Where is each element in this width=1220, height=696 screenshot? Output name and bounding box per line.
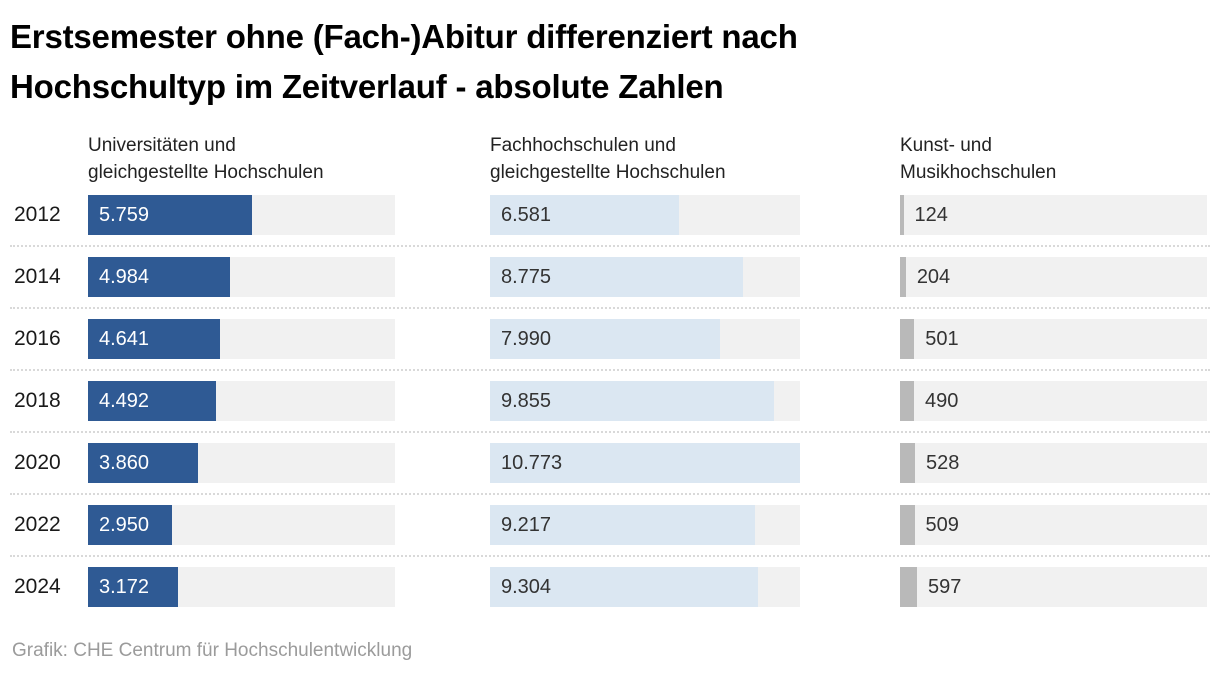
bar-track-universitaeten: 4.492	[88, 381, 395, 421]
bar-track-universitaeten: 2.950	[88, 505, 395, 545]
bar-value-label: 4.641	[99, 328, 150, 350]
column-headers: Universitäten und gleichgestellte Hochsc…	[0, 132, 1220, 186]
bar-value-label: 4.492	[99, 390, 150, 412]
bar-value-label: 8.775	[501, 266, 552, 288]
bar-universitaeten	[88, 443, 198, 483]
bar-value-label: 528	[926, 452, 960, 474]
bar-track-universitaeten: 3.172	[88, 567, 395, 607]
bar-fachhochschulen	[490, 505, 756, 545]
bar-value-label: 2.950	[99, 514, 150, 536]
bar-universitaeten	[88, 257, 231, 297]
bar-fachhochschulen	[490, 567, 758, 607]
bar-value-label: 501	[925, 328, 959, 350]
source-credit: Grafik: CHE Centrum für Hochschulentwick…	[12, 640, 413, 661]
row-separator	[10, 431, 1210, 433]
row-separator	[10, 555, 1210, 557]
bar-track-universitaeten: 4.641	[88, 319, 395, 359]
bar-track-kunst-musik: 124	[900, 195, 1207, 235]
bar-track-fachhochschulen: 10.773	[490, 443, 800, 483]
bar-fachhochschulen	[490, 381, 774, 421]
column-header-universitaeten: Universitäten und gleichgestellte Hochsc…	[88, 135, 324, 183]
row-year-label: 2012	[14, 203, 61, 226]
bar-value-label: 4.984	[99, 266, 150, 288]
bar-value-label: 10.773	[501, 452, 563, 474]
row-year-label: 2022	[14, 513, 61, 536]
bar-track-kunst-musik: 528	[900, 443, 1207, 483]
bar-universitaeten	[88, 319, 221, 359]
bar-track-fachhochschulen: 7.990	[490, 319, 800, 359]
bar-track-universitaeten: 5.759	[88, 195, 395, 235]
row-year-label: 2018	[14, 389, 61, 412]
column-header-fachhochschulen: Fachhochschulen und gleichgestellte Hoch…	[490, 135, 726, 183]
row-year-label: 2016	[14, 327, 61, 350]
bar-fachhochschulen	[490, 443, 800, 483]
row-separator	[10, 493, 1210, 495]
chart-rows: 2012 5.759 6.581 124 2014 4.984 8.775 204 2016 4.…	[0, 195, 1220, 607]
bar-kunst-musik	[900, 381, 914, 421]
bar-value-label: 597	[928, 576, 962, 598]
bar-value-label: 7.990	[501, 328, 552, 350]
bar-track-kunst-musik: 509	[900, 505, 1207, 545]
row-separator	[10, 245, 1210, 247]
bar-track-kunst-musik: 597	[900, 567, 1207, 607]
bar-universitaeten	[88, 195, 253, 235]
bar-value-label: 490	[924, 390, 959, 412]
bar-value-label: 3.860	[99, 452, 150, 474]
bar-track-kunst-musik: 490	[900, 381, 1207, 421]
bar-kunst-musik	[900, 567, 917, 607]
bar-kunst-musik	[900, 443, 916, 483]
bar-value-label: 509	[925, 514, 959, 536]
chart-page: Erstsemester ohne (Fach-)Abitur differen…	[0, 12, 1220, 696]
chart-row-2018: 2018 4.492 9.855 490	[0, 381, 1220, 421]
bar-value-label: 9.217	[501, 514, 552, 536]
bar-value-label: 124	[914, 204, 948, 226]
row-separator	[10, 307, 1210, 309]
bar-universitaeten	[88, 381, 216, 421]
bar-value-label: 9.855	[501, 390, 552, 412]
chart-row-2024: 2024 3.172 9.304 597	[0, 567, 1220, 607]
chart-row-2014: 2014 4.984 8.775 204	[0, 257, 1220, 297]
bar-track-fachhochschulen: 9.217	[490, 505, 800, 545]
bar-track-kunst-musik: 204	[900, 257, 1207, 297]
bar-track-fachhochschulen: 6.581	[490, 195, 800, 235]
row-year-label: 2020	[14, 451, 61, 474]
bar-kunst-musik	[900, 505, 915, 545]
bar-kunst-musik	[900, 257, 906, 297]
chart-row-2020: 2020 3.860 10.773 528	[0, 443, 1220, 483]
bar-track-fachhochschulen: 9.855	[490, 381, 800, 421]
row-year-label: 2014	[14, 265, 61, 288]
bar-track-fachhochschulen: 9.304	[490, 567, 800, 607]
bar-track-universitaeten: 3.860	[88, 443, 395, 483]
bar-value-label: 3.172	[99, 576, 150, 598]
column-header-kunst-musik: Kunst- und Musikhochschulen	[900, 135, 1057, 183]
chart-title: Erstsemester ohne (Fach-)Abitur differen…	[10, 18, 798, 105]
bar-value-label: 5.759	[99, 204, 150, 226]
bar-kunst-musik	[900, 319, 915, 359]
bar-value-label: 9.304	[501, 576, 552, 598]
bar-fachhochschulen	[490, 195, 680, 235]
bar-universitaeten	[88, 505, 173, 545]
bar-track-universitaeten: 4.984	[88, 257, 395, 297]
bar-universitaeten	[88, 567, 179, 607]
bar-track-fachhochschulen: 8.775	[490, 257, 800, 297]
bar-fachhochschulen	[490, 319, 720, 359]
row-separator	[10, 369, 1210, 371]
bar-value-label: 6.581	[501, 204, 552, 226]
bar-value-label: 204	[916, 266, 951, 288]
chart-row-2022: 2022 2.950 9.217 509	[0, 505, 1220, 545]
chart-row-2012: 2012 5.759 6.581 124	[0, 195, 1220, 235]
bar-fachhochschulen	[490, 257, 743, 297]
row-year-label: 2024	[14, 575, 61, 598]
bar-track-kunst-musik: 501	[900, 319, 1207, 359]
bar-kunst-musik	[900, 195, 904, 235]
chart-row-2016: 2016 4.641 7.990 501	[0, 319, 1220, 359]
